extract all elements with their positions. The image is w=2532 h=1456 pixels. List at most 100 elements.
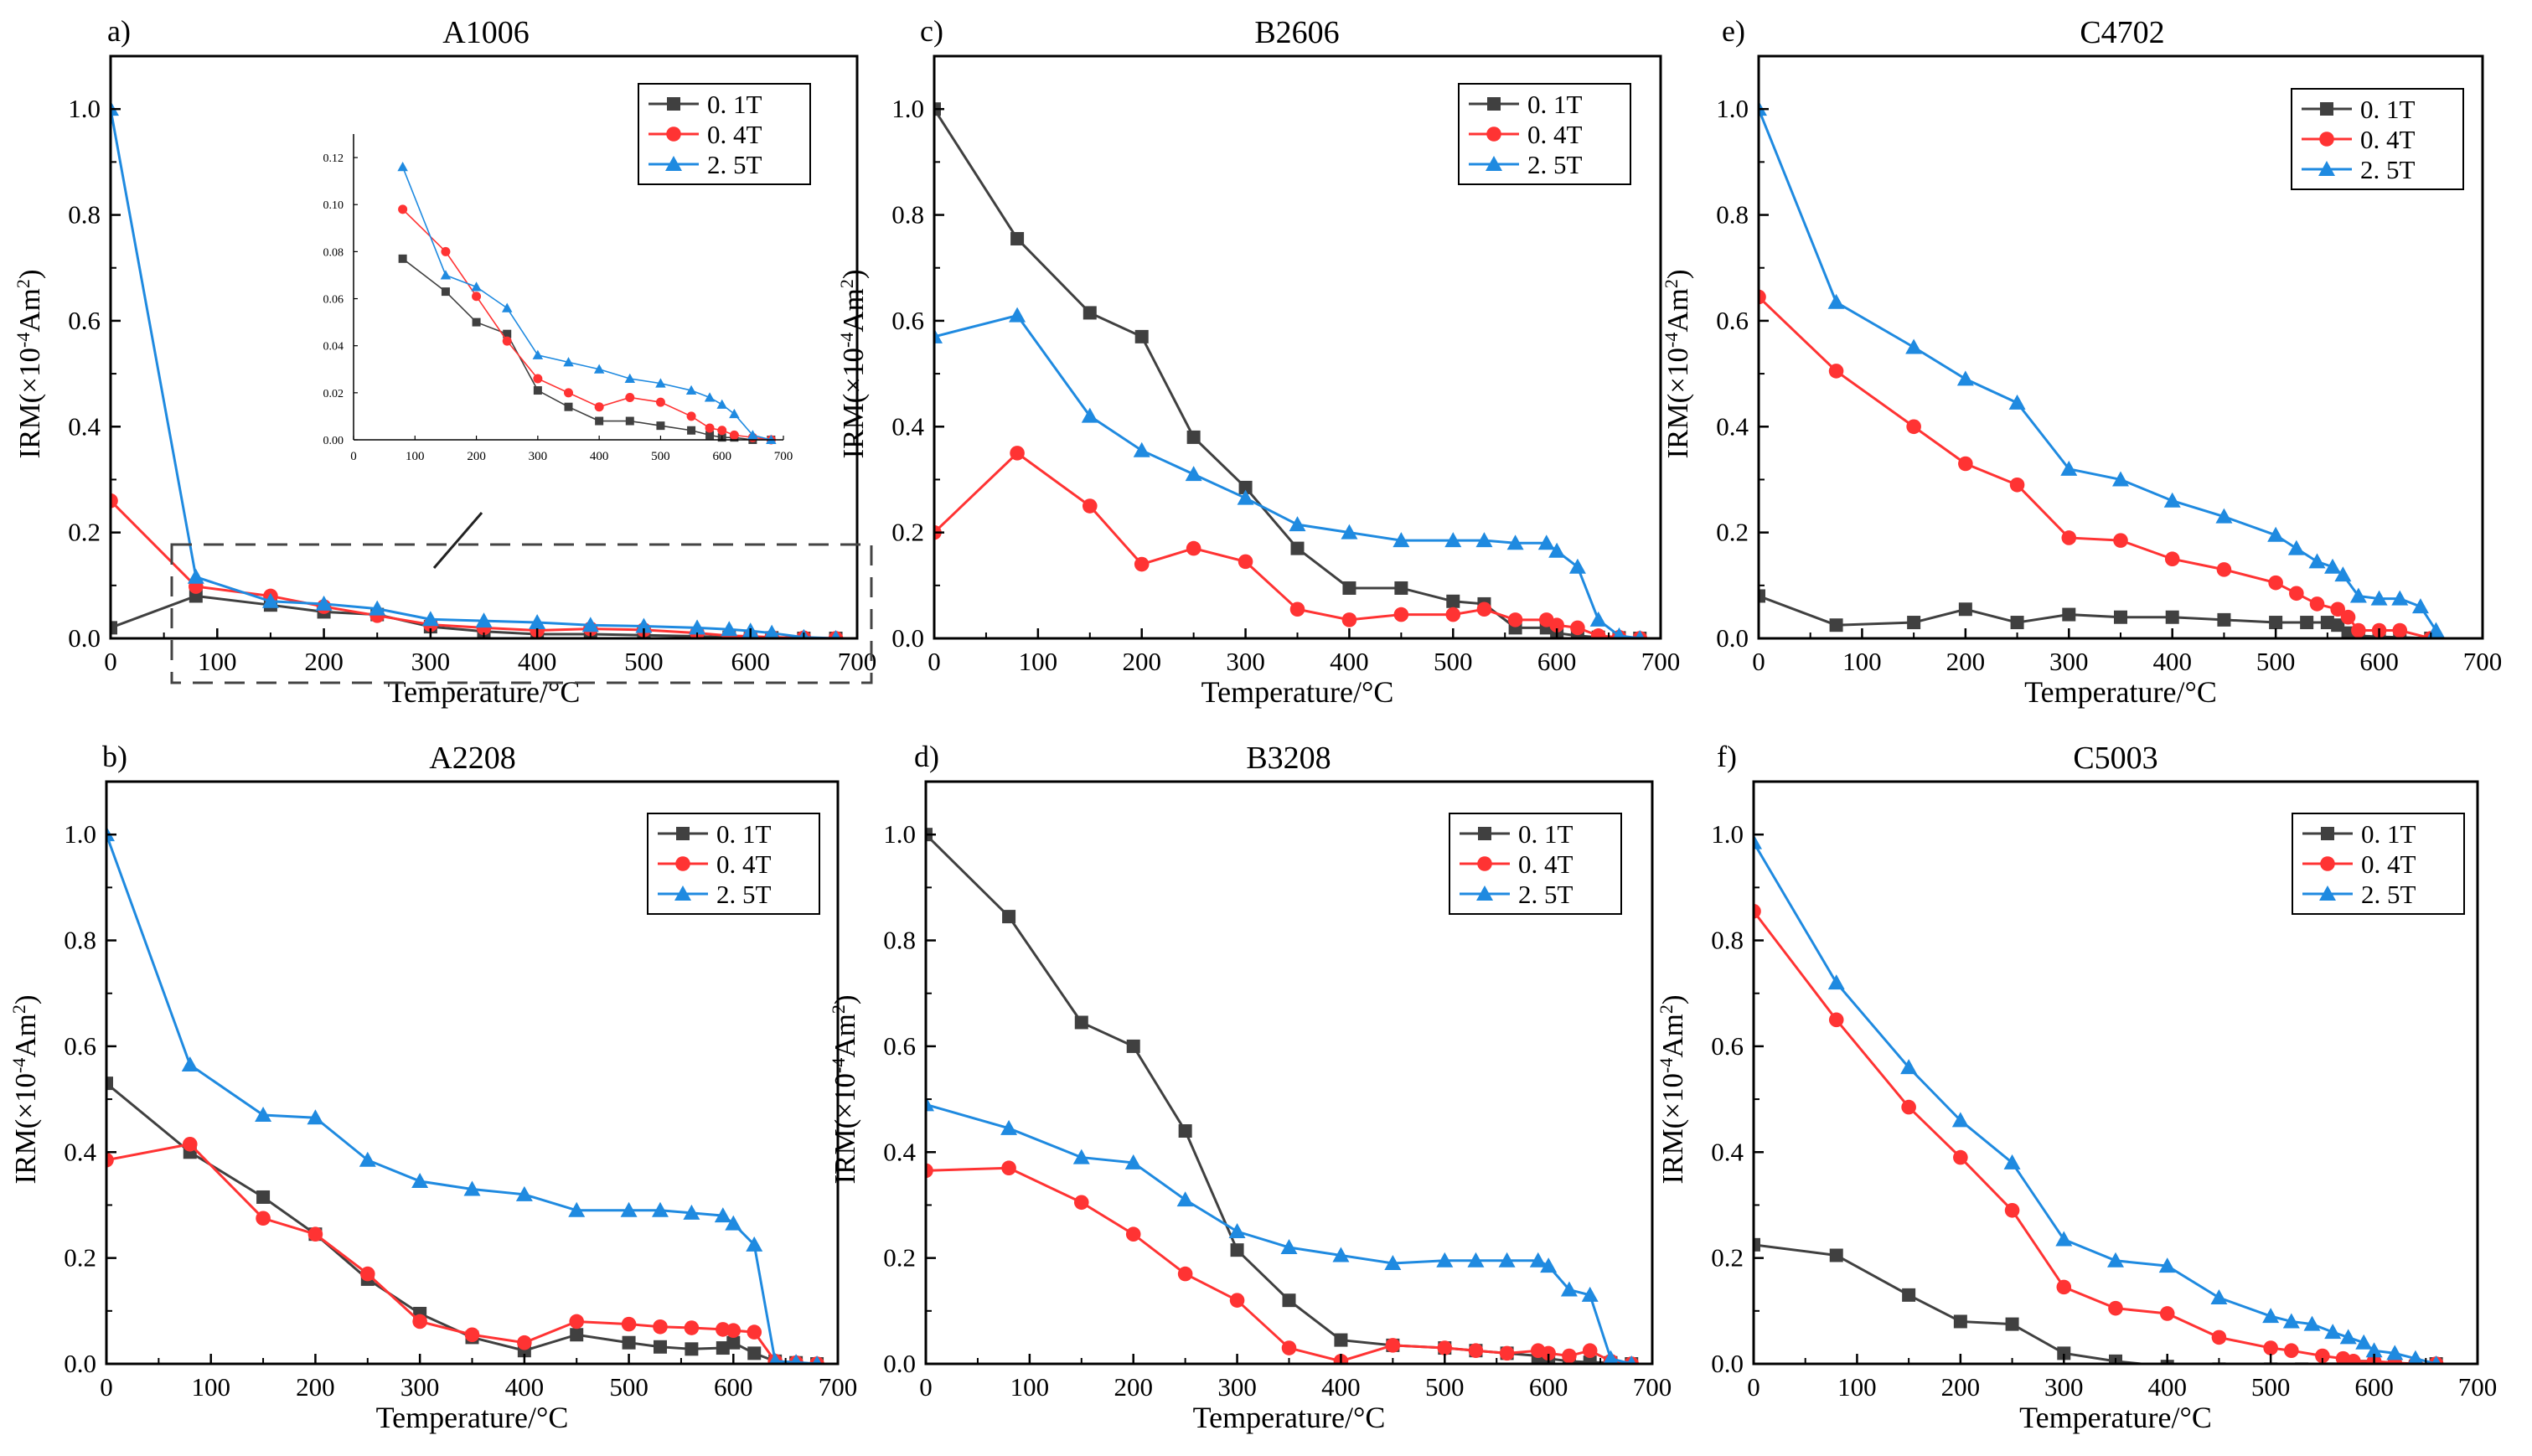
series-s25-point xyxy=(2158,1257,2176,1273)
inset-series-s04-point xyxy=(686,411,696,421)
legend-s25-marker xyxy=(1486,156,1502,171)
legend-s25-label: 2. 5T xyxy=(1518,880,1573,909)
series-s25-point xyxy=(2267,526,2285,542)
series-s04-point xyxy=(1010,446,1025,461)
y-tick-label: 0.4 xyxy=(891,411,924,441)
y-tick-label: 0.4 xyxy=(64,1137,96,1166)
legend-s01-marker xyxy=(1478,827,1491,840)
inset-series-s04-point xyxy=(441,246,451,256)
panel-c: c) B2606 0 100 200 300 400 500 600 700 0.0 0.2 0.4 0.… xyxy=(836,14,1680,709)
series-s25-point xyxy=(1185,466,1202,482)
x-tick-label: 200 xyxy=(1122,647,1161,676)
series-s01-point xyxy=(1002,910,1016,924)
legend-s04-label: 0. 4T xyxy=(1527,120,1583,149)
series-s04-point xyxy=(2211,1330,2227,1345)
series-s25-point xyxy=(1467,1252,1485,1268)
series-s25-point xyxy=(721,621,738,637)
series-s25-point xyxy=(1537,534,1555,550)
series-s04-point xyxy=(1229,1293,1245,1308)
x-axis-label: Temperature/°C xyxy=(388,675,581,709)
y-tick-label: 0.2 xyxy=(891,518,924,547)
series-s01-point xyxy=(726,1335,741,1350)
series-s25-point xyxy=(515,1185,533,1201)
y-axis-label-part: -4 xyxy=(13,333,34,348)
series-s01-point xyxy=(2062,607,2076,622)
series-s25-point xyxy=(2003,1154,2021,1169)
series-s01-point xyxy=(1230,1243,1244,1257)
series-s01-point xyxy=(653,1340,667,1354)
inset-y-tick-label: 0.00 xyxy=(323,435,344,447)
series-s04-point xyxy=(1562,1348,1577,1364)
legend-s04-label: 0. 4T xyxy=(2360,125,2416,154)
x-tick-label: 700 xyxy=(1633,1372,1672,1402)
series-s04-point xyxy=(1281,1340,1297,1355)
inset-y-tick-label: 0.10 xyxy=(323,199,344,212)
x-tick-label: 500 xyxy=(609,1372,649,1402)
inset-series-s25-point xyxy=(624,373,636,383)
legend-s25-marker xyxy=(2319,885,2336,901)
series-s04-point xyxy=(1549,617,1564,633)
series-s01-point xyxy=(2005,1317,2019,1331)
series-s25-point xyxy=(2386,1345,2404,1360)
series-s25-point xyxy=(1900,1059,1918,1075)
series-s04-point xyxy=(2289,586,2304,602)
series-s25-point xyxy=(812,1355,822,1364)
y-axis-label-part: -4 xyxy=(1661,333,1682,348)
y-tick-label: 0.6 xyxy=(883,1031,916,1061)
inset-series-s25-point xyxy=(747,430,758,440)
y-tick-label: 1.0 xyxy=(68,94,101,123)
legend-s01-marker xyxy=(2320,102,2333,116)
inset-series-s01-point xyxy=(687,426,696,435)
inset-series-s25-point xyxy=(729,408,740,419)
series-s01-point xyxy=(1902,1288,1916,1302)
series-s04-point xyxy=(2113,533,2128,548)
panel-title: C5003 xyxy=(2073,741,2157,776)
legend-s01-label: 0. 1T xyxy=(707,90,762,119)
legend: 0. 1T0. 4T2. 5T xyxy=(1458,83,1631,185)
series-s04-point xyxy=(2392,622,2408,638)
series-s25-point xyxy=(421,611,439,627)
series-s01-point xyxy=(716,1341,730,1355)
x-tick-label: 400 xyxy=(518,647,557,676)
series-s01-point xyxy=(1334,1333,1348,1347)
x-axis-label: Temperature/°C xyxy=(376,1401,569,1434)
series-s04-line xyxy=(1759,296,2431,638)
inset-x-tick-label: 300 xyxy=(529,450,548,463)
series-s04-line xyxy=(926,1166,1632,1364)
series-s04-point xyxy=(2263,1340,2278,1355)
inset-series-s01-point xyxy=(564,402,573,411)
x-tick-label: 0 xyxy=(928,647,941,676)
series-s25-point xyxy=(1332,1247,1350,1262)
panel-title: A2208 xyxy=(429,741,515,776)
x-tick-label: 600 xyxy=(2359,647,2399,676)
series-s01-point xyxy=(1907,616,1921,630)
series-s25-point xyxy=(1581,1286,1599,1302)
series-s04-point xyxy=(2216,562,2232,577)
y-axis-label: IRM(×10-4Am2) xyxy=(836,270,870,459)
series-s25 xyxy=(1754,834,2442,1364)
x-tick-label: 600 xyxy=(2354,1372,2394,1402)
panel-f: f) C5003 0 100 200 300 400 500 600 700 0.0 0.2 0.4 0.… xyxy=(1656,740,2497,1434)
legend-s25-label: 2. 5T xyxy=(1527,150,1583,179)
series-s01-point xyxy=(1186,430,1201,444)
series-s04-point xyxy=(726,1323,742,1338)
series-s25-point xyxy=(1072,1149,1090,1164)
series-s01-point xyxy=(2057,1346,2071,1360)
series-s25-point xyxy=(1529,1252,1547,1268)
series-s25 xyxy=(1759,101,2445,638)
series-s04-point xyxy=(2268,575,2283,591)
series-s01-point xyxy=(1829,1248,1843,1262)
series-s04-point xyxy=(2159,1306,2175,1321)
inset-series-s01-point xyxy=(472,318,481,327)
series-s04-point xyxy=(111,493,118,509)
zoom-connector xyxy=(432,512,483,569)
legend-s01-label: 0. 1T xyxy=(2360,95,2416,124)
series-s04-point xyxy=(1828,364,1844,379)
y-tick-label: 0.4 xyxy=(883,1137,916,1166)
x-tick-label: 0 xyxy=(1747,1372,1760,1402)
series-s04-point xyxy=(1958,456,1973,472)
series-s04 xyxy=(934,446,1648,638)
y-axis-label-part: 2 xyxy=(1661,279,1682,288)
series-s04-point xyxy=(1468,1343,1484,1359)
series-s04-point xyxy=(256,1211,271,1226)
